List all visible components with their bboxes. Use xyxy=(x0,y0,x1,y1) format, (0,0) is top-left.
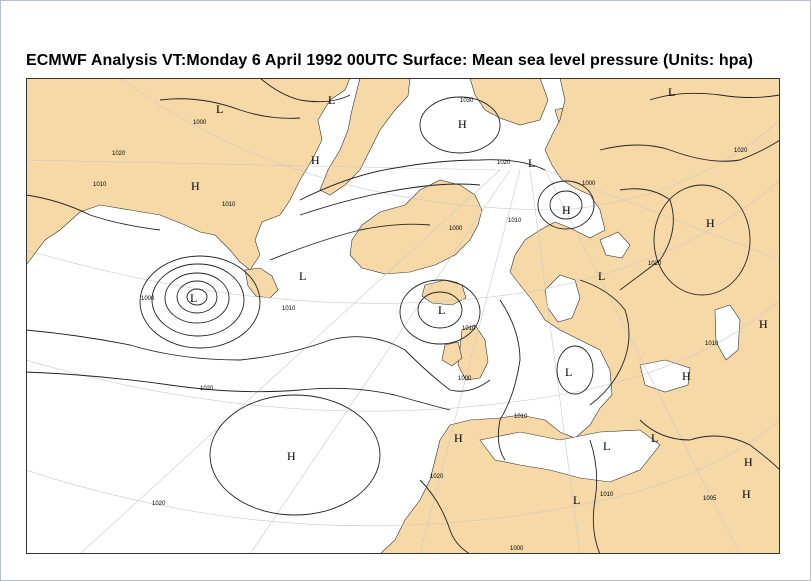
isobar-label: 1010 xyxy=(462,326,476,332)
pressure-center-high: H xyxy=(706,216,715,230)
isobars xyxy=(26,78,780,554)
isobar-label: 1010 xyxy=(93,182,107,188)
land-eurasia xyxy=(379,78,780,554)
isobar-label: 1010 xyxy=(514,414,528,420)
pressure-center-high: H xyxy=(562,203,571,217)
pressure-centers: L L H L H H L H H L H L L H H H L L L H … xyxy=(190,85,768,507)
land-newfoundland xyxy=(244,267,279,299)
pressure-center-high: H xyxy=(458,117,467,131)
isobar-label: 1010 xyxy=(222,202,236,208)
land-north-america xyxy=(26,78,351,271)
pressure-center-low: L xyxy=(190,291,197,305)
pressure-center-high: H xyxy=(191,179,200,193)
pressure-center-low: L xyxy=(598,269,605,283)
isobar-label: 1000 xyxy=(510,546,524,552)
map-border xyxy=(26,78,780,554)
pressure-center-high: H xyxy=(311,153,320,167)
isobar-label: 1000 xyxy=(141,296,155,302)
pressure-center-low: L xyxy=(328,93,335,107)
pressure-center-low: L xyxy=(603,439,610,453)
isobar-label: 1010 xyxy=(600,492,614,498)
isobar-label: 1020 xyxy=(430,474,444,480)
isobar-label: 1000 xyxy=(449,226,463,232)
pressure-center-low: L xyxy=(651,431,658,445)
isobar-label: 1020 xyxy=(200,386,214,392)
isobar-label: 1010 xyxy=(508,218,522,224)
baltic-sea xyxy=(544,274,581,323)
isobar-label: 1000 xyxy=(458,376,472,382)
caspian-sea xyxy=(714,304,741,361)
land-baffin-island xyxy=(319,78,411,196)
map-title: ECMWF Analysis VT:Monday 6 April 1992 00… xyxy=(26,52,754,69)
black-sea xyxy=(639,359,691,393)
isobar-label: 1005 xyxy=(703,496,717,502)
white-sea xyxy=(599,231,631,259)
inland-seas xyxy=(479,231,741,483)
pressure-center-high: H xyxy=(744,455,753,469)
pressure-center-low: L xyxy=(438,303,445,317)
graticule xyxy=(26,78,780,554)
isobar-label: 1020 xyxy=(152,501,166,507)
isobar-label: 1000 xyxy=(193,120,207,126)
pressure-center-low: L xyxy=(299,269,306,283)
isobar-label: 1020 xyxy=(497,160,511,166)
isobar-label: 1000 xyxy=(582,181,596,187)
isobar-label: 1020 xyxy=(734,148,748,154)
pressure-map: 1000 1020 1010 1030 1020 1010 1010 1000 … xyxy=(26,78,780,554)
isobar-label: 1020 xyxy=(112,151,126,157)
pressure-center-high: H xyxy=(287,449,296,463)
pressure-center-low: L xyxy=(668,85,675,99)
isobar-labels: 1000 1020 1010 1030 1020 1010 1010 1000 … xyxy=(93,98,748,552)
pressure-center-high: H xyxy=(682,369,691,383)
land-ireland xyxy=(441,341,463,367)
land-masses xyxy=(26,78,780,554)
isobar-label: 1030 xyxy=(460,98,474,104)
pressure-center-high: H xyxy=(742,487,751,501)
pressure-center-high: H xyxy=(454,431,463,445)
pressure-center-low: L xyxy=(565,365,572,379)
mediterranean-sea xyxy=(479,429,661,483)
isobar-label: 1010 xyxy=(282,306,296,312)
isobar-label: 1020 xyxy=(648,261,662,267)
pressure-center-high: H xyxy=(759,317,768,331)
pressure-center-low: L xyxy=(573,493,580,507)
pressure-center-low: L xyxy=(528,156,535,170)
isobar-label: 1010 xyxy=(705,341,719,347)
pressure-center-low: L xyxy=(216,102,223,116)
